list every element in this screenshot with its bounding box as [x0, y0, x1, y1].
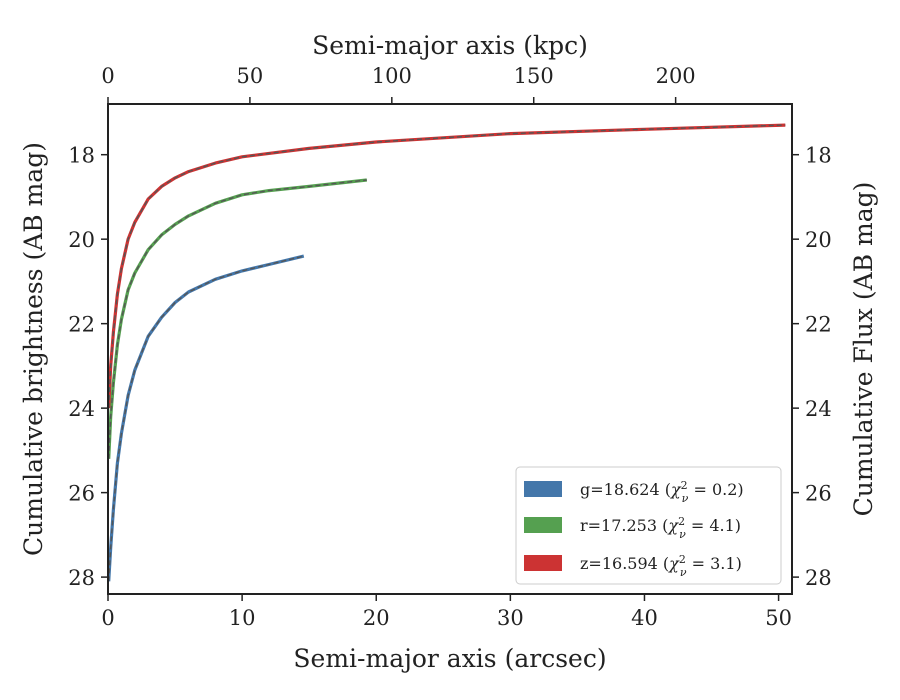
x-tick-label: 40 — [631, 606, 658, 630]
legend-chi-r: 4.1 — [709, 516, 734, 535]
y-tick-label: 22 — [68, 313, 95, 337]
y2-tick-label: 20 — [805, 228, 832, 252]
x-tick-label: 30 — [497, 606, 524, 630]
y2-tick-label: 26 — [805, 482, 832, 506]
x-tick-label: 50 — [765, 606, 792, 630]
series-layer — [107, 123, 786, 582]
legend-swatch-z — [524, 555, 562, 571]
legend-label-z: z=16.594 (χ2 ν = 3.1) — [580, 553, 742, 579]
x-tick-label: 0 — [101, 606, 114, 630]
legend-prefix-r: r=17.253 ( — [580, 516, 668, 535]
x-axis-title: Semi-major axis (arcsec) — [293, 644, 606, 673]
series-line-z — [107, 123, 786, 409]
y2-axis-title: Cumulative Flux (AB mag) — [849, 182, 878, 517]
legend-item-g: g=18.624 (χ2 ν = 0.2) — [524, 479, 744, 505]
y-axis-ticks: 18 20 22 24 26 28 — [68, 144, 108, 590]
x2-axis-ticks: 0 50 100 150 200 — [101, 64, 696, 104]
x-tick-label: 10 — [229, 606, 256, 630]
y-tick-label: 24 — [68, 397, 95, 421]
legend-chi-z: 3.1 — [710, 554, 735, 573]
y2-tick-label: 18 — [805, 144, 832, 168]
y-tick-label: 26 — [68, 482, 95, 506]
legend-label-g: g=18.624 (χ2 ν = 0.2) — [580, 479, 744, 505]
y-tick-label: 28 — [68, 566, 95, 590]
x-axis-ticks: 0 10 20 30 40 50 — [101, 594, 792, 630]
legend-label-r: r=17.253 (χ2 ν = 4.1) — [580, 515, 741, 541]
x2-tick-label: 50 — [237, 64, 264, 88]
model-line-z — [108, 124, 786, 409]
legend-prefix-g: g=18.624 ( — [580, 480, 671, 499]
plot-frame — [107, 103, 793, 595]
x2-tick-label: 100 — [372, 64, 412, 88]
x2-tick-label: 150 — [514, 64, 554, 88]
legend-item-r: r=17.253 (χ2 ν = 4.1) — [524, 515, 741, 541]
legend-frame — [515, 466, 782, 585]
y-tick-label: 20 — [68, 228, 95, 252]
legend: g=18.624 (χ2 ν = 0.2) r=17.253 (χ2 ν = 4.1… — [515, 466, 782, 585]
model-line-r — [108, 179, 367, 459]
y-axis-title: Cumulative brightness (AB mag) — [19, 142, 48, 556]
x-tick-label: 20 — [363, 606, 390, 630]
y-tick-label: 18 — [68, 144, 95, 168]
y2-tick-label: 24 — [805, 397, 832, 421]
x2-tick-label: 200 — [656, 64, 696, 88]
legend-chi-g: 0.2 — [712, 480, 737, 499]
legend-swatch-g — [524, 481, 562, 497]
model-line-g — [108, 255, 304, 582]
legend-prefix-z: z=16.594 ( — [580, 554, 669, 573]
series-line-r — [107, 178, 367, 459]
legend-swatch-r — [524, 517, 562, 533]
y2-axis-ticks: 18 20 22 24 26 28 — [792, 144, 832, 590]
x2-axis-title: Semi-major axis (kpc) — [312, 31, 588, 60]
legend-item-z: z=16.594 (χ2 ν = 3.1) — [524, 553, 742, 579]
x2-tick-label: 0 — [101, 64, 114, 88]
y2-tick-label: 22 — [805, 313, 832, 337]
series-line-g — [107, 254, 305, 582]
y2-tick-label: 28 — [805, 566, 832, 590]
